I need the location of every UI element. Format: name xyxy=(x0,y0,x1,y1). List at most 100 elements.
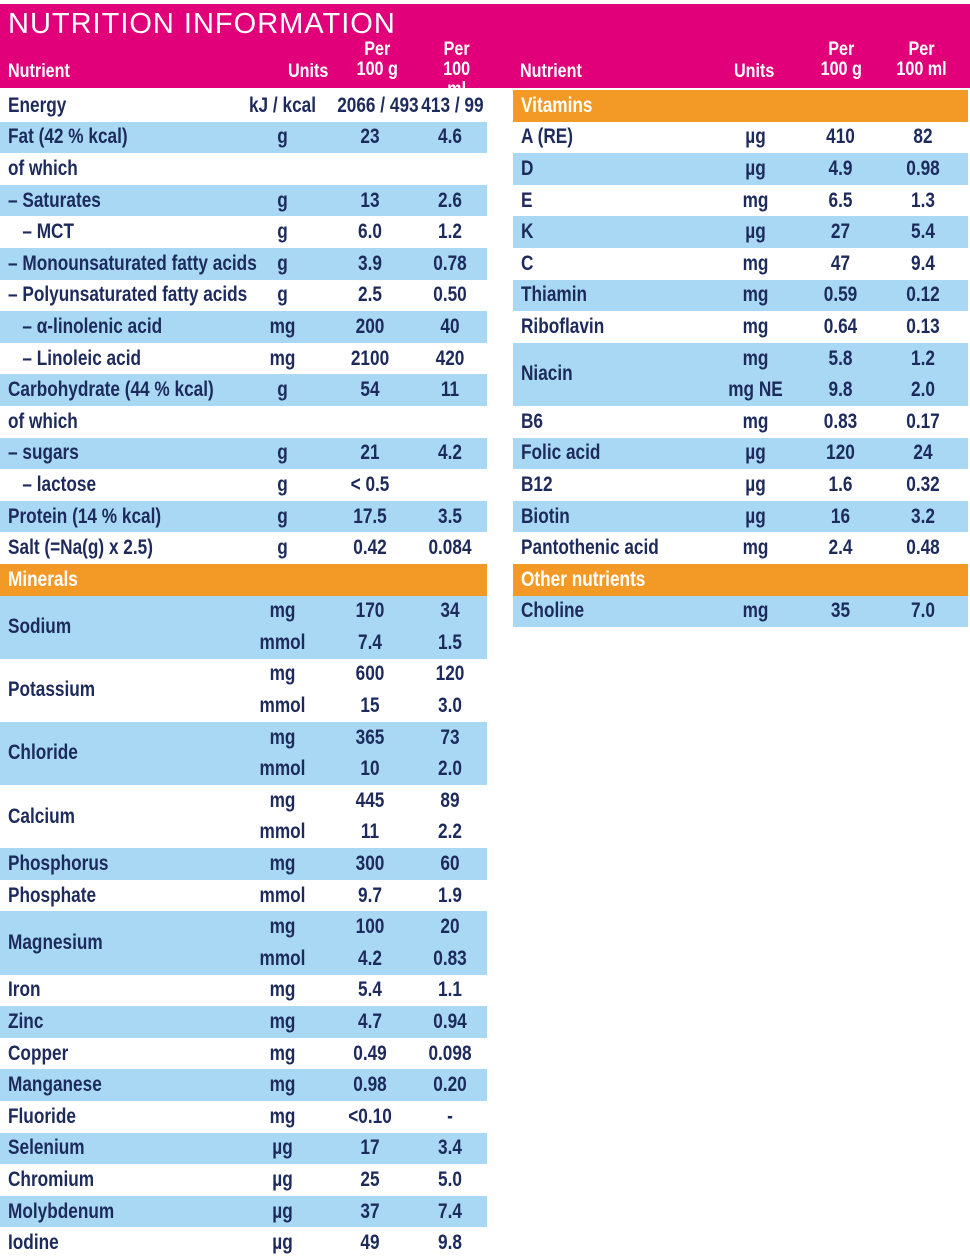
value-per-100ml: 9.8 xyxy=(438,1231,462,1255)
value-per-100ml: 2.6 xyxy=(438,188,462,212)
nutrient-name: Magnesium xyxy=(8,931,103,955)
unit: mg xyxy=(269,314,296,338)
header-per: Per xyxy=(364,39,391,60)
section-header: Other nutrients xyxy=(513,563,968,596)
nutrient-name: Thiamin xyxy=(521,283,588,307)
unit: mg xyxy=(269,788,296,812)
value-per-100ml: 82 xyxy=(913,125,933,149)
unit: mg xyxy=(269,725,296,749)
unit: mg xyxy=(742,314,769,338)
unit: µg xyxy=(272,1136,293,1160)
header-per: Per xyxy=(828,39,855,60)
value-per-100ml: 2.0 xyxy=(911,378,935,402)
table-row: Selenium µg 17 3.4 xyxy=(0,1132,487,1165)
nutrient-name: Protein (14 % kcal) xyxy=(8,504,162,528)
value-per-100ml: 3.4 xyxy=(438,1136,462,1160)
value-per-100g: 49 xyxy=(360,1231,380,1255)
unit: mg xyxy=(269,599,296,623)
value-per-100ml: 1.5 xyxy=(438,630,462,654)
nutrient-name: Salt (=Na(g) x 2.5) xyxy=(8,536,153,560)
value-per-100ml: 0.94 xyxy=(433,1010,467,1034)
value-per-100g: 0.64 xyxy=(823,314,858,338)
nutrient-name: Fat (42 % kcal) xyxy=(8,125,128,149)
nutrient-name: Phosphate xyxy=(8,883,97,907)
value-per-100ml: 4.6 xyxy=(438,125,462,149)
table-row: Fluoride mg <0.10 - xyxy=(0,1101,487,1133)
unit: mmol xyxy=(259,946,306,970)
unit: g xyxy=(277,220,288,244)
value-per-100g: 0.83 xyxy=(823,409,858,433)
section-title: Vitamins xyxy=(521,93,593,117)
nutrient-name: E xyxy=(521,188,533,212)
page-title: NUTRITION INFORMATION xyxy=(8,8,396,40)
value-per-100g: 23 xyxy=(360,125,380,149)
value-per-100g: 35 xyxy=(830,599,851,623)
value-per-100ml: 3.5 xyxy=(438,504,462,528)
value-per-100ml: 0.50 xyxy=(433,283,467,307)
nutrient-name: C xyxy=(521,251,534,275)
value-per-100ml: 420 xyxy=(435,346,465,370)
header-units-right: Units xyxy=(734,61,775,82)
value-per-100ml: 89 xyxy=(440,788,460,812)
value-per-100g: 600 xyxy=(355,662,385,686)
unit: mg xyxy=(269,1104,296,1128)
nutrient-name: – MCT xyxy=(8,220,75,244)
unit: µg xyxy=(745,472,766,496)
header-nutrient-right: Nutrient xyxy=(520,61,582,82)
nutrient-name: Folic acid xyxy=(521,441,601,465)
value-per-100ml: 4.2 xyxy=(438,441,462,465)
nutrient-name: A (RE) xyxy=(521,125,573,149)
unit: mg xyxy=(269,852,296,876)
value-per-100ml: 0.13 xyxy=(906,314,940,338)
value-per-100ml: 7.0 xyxy=(911,599,935,623)
header-100g: 100 g xyxy=(356,59,398,80)
value-per-100ml: 0.098 xyxy=(428,1041,472,1065)
value-per-100ml: 3.2 xyxy=(911,504,935,528)
table-row: Salt (=Na(g) x 2.5) g 0.42 0.084 xyxy=(0,532,487,564)
table-row: – α-linolenic acid mg 200 40 xyxy=(0,311,487,343)
value-per-100g: 6.0 xyxy=(358,220,382,244)
value-per-100ml: 73 xyxy=(440,725,460,749)
nutrient-name: – lactose xyxy=(8,472,97,496)
unit: mmol xyxy=(259,883,306,907)
nutrient-name: Iodine xyxy=(8,1231,59,1255)
table-row: – sugars g 21 4.2 xyxy=(0,437,487,470)
value-per-100g: 365 xyxy=(355,725,385,749)
nutrient-table-left: Energy kJ / kcal 2066 / 493 413 / 99 Fat (42… xyxy=(0,90,487,1259)
value-per-100g: 37 xyxy=(360,1199,380,1223)
unit: mg xyxy=(742,283,769,307)
unit: g xyxy=(277,283,288,307)
value-per-100ml: 20 xyxy=(440,915,460,939)
unit: mg xyxy=(269,1010,296,1034)
nutrient-name: Zinc xyxy=(8,1010,44,1034)
value-per-100g: 0.42 xyxy=(353,536,387,560)
unit: g xyxy=(277,251,288,275)
nutrient-name: Biotin xyxy=(521,504,570,528)
nutrient-name: – sugars xyxy=(8,441,79,465)
nutrient-name: Copper xyxy=(8,1041,69,1065)
unit: µg xyxy=(745,441,766,465)
table-row: Magnesium mg mmol 100 4.2 20 0.83 xyxy=(0,911,487,975)
value-per-100g: 9.8 xyxy=(828,378,853,402)
value-per-100ml: 0.17 xyxy=(906,409,940,433)
unit: mmol xyxy=(259,820,306,844)
value-per-100g: 410 xyxy=(826,125,855,149)
table-row: Protein (14 % kcal) g 17.5 3.5 xyxy=(0,500,487,533)
nutrient-name: Potassium xyxy=(8,678,96,702)
value-per-100ml: 1.1 xyxy=(438,978,462,1002)
value-per-100g: 25 xyxy=(360,1167,380,1191)
value-per-100g: 2066 / 493 xyxy=(337,93,419,117)
table-row: Phosphorus mg 300 60 xyxy=(0,848,487,880)
header-per100ml-right: Per 100 ml xyxy=(896,40,947,80)
value-per-100g: 10 xyxy=(360,757,380,781)
value-per-100ml: 2.2 xyxy=(438,820,462,844)
value-per-100g: 7.4 xyxy=(358,630,382,654)
value-per-100g: 300 xyxy=(355,852,385,876)
value-per-100g: 4.9 xyxy=(828,156,853,180)
nutrient-name: D xyxy=(521,156,534,180)
value-per-100ml: 60 xyxy=(440,852,460,876)
unit: mg xyxy=(742,346,769,370)
nutrient-name: Riboflavin xyxy=(521,314,605,338)
